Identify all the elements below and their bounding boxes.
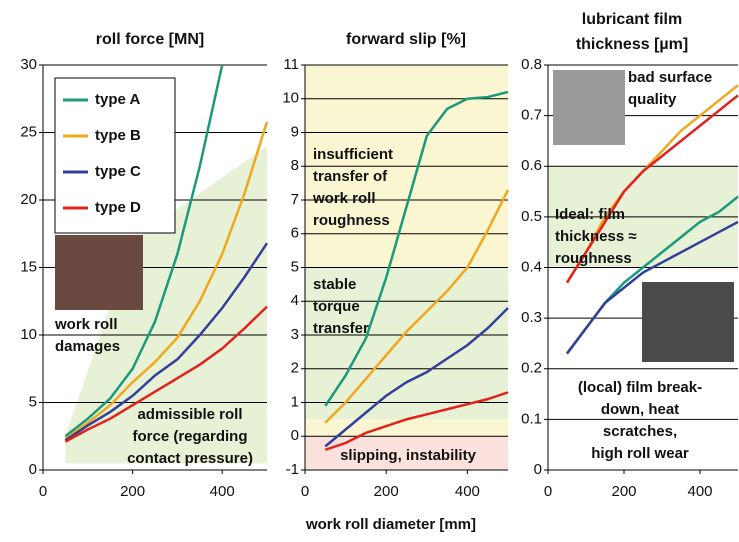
annotation: quality: [628, 91, 677, 108]
y-tick-label: 0.4: [521, 258, 542, 275]
y-tick-label: 2: [291, 360, 299, 377]
y-tick-label: 10: [20, 326, 37, 343]
y-tick-label: 4: [291, 292, 299, 309]
line-series: [324, 189, 510, 424]
y-tick-label: 0.3: [521, 309, 542, 326]
y-tick-label: 11: [283, 56, 299, 73]
x-tick-label: 0: [39, 483, 47, 500]
annotation: force (regarding: [132, 428, 247, 445]
annotation: admissible roll: [137, 406, 242, 423]
y-tick-label: 0: [291, 427, 299, 444]
line-series: [324, 307, 509, 448]
line-series: [324, 391, 509, 451]
line-series: [565, 94, 739, 284]
y-tick-label: 6: [291, 225, 299, 242]
y-tick-label: 0.6: [521, 157, 542, 174]
line-series: [64, 305, 268, 443]
annotation: down, heat: [601, 401, 679, 418]
annotation: work roll: [312, 190, 376, 207]
annotation: Ideal: film: [555, 206, 625, 223]
y-tick-label: 0.1: [521, 410, 542, 427]
line-series: [64, 64, 224, 438]
annotation: bad surface: [628, 69, 712, 86]
annotation: damages: [55, 338, 120, 355]
photo: [55, 235, 143, 310]
legend-label: type A: [95, 91, 140, 108]
x-axis-label: work roll diameter [mm]: [305, 516, 476, 533]
line-series: [64, 242, 269, 442]
line-series: [566, 220, 739, 355]
x-tick-label: 0: [301, 483, 309, 500]
x-tick-label: 200: [374, 483, 399, 500]
x-tick-label: 200: [120, 483, 145, 500]
line-series: [565, 84, 739, 284]
y-tick-label: 15: [20, 258, 37, 275]
line-series: [64, 121, 269, 440]
panel-title: lubricant film: [582, 11, 682, 28]
panel-title: forward slip [%]: [346, 31, 466, 48]
y-tick-label: 0.8: [521, 56, 542, 73]
y-tick-label: 9: [291, 123, 299, 140]
y-tick-label: 0: [534, 461, 542, 478]
annotation: scratches,: [603, 423, 677, 440]
annotation: insufficient: [313, 146, 393, 163]
annotation: slipping, instability: [340, 447, 477, 464]
y-tick-label: 25: [20, 123, 37, 140]
region: [65, 146, 268, 464]
panel-title: roll force [MN]: [96, 31, 204, 48]
y-tick-label: 10: [282, 90, 299, 107]
y-tick-label: 5: [29, 393, 37, 410]
x-tick-label: 400: [687, 483, 712, 500]
region: [305, 436, 508, 470]
x-tick-label: 0: [544, 483, 552, 500]
annotation: transfer of: [313, 168, 388, 185]
annotation: torque: [313, 298, 360, 315]
annotation: roughness: [555, 250, 632, 267]
region: [305, 267, 508, 420]
annotation: thickness ≈: [555, 228, 637, 245]
y-tick-label: 8: [291, 157, 299, 174]
annotation: roughness: [313, 212, 390, 229]
photo: [553, 70, 625, 145]
photo: [642, 282, 734, 362]
y-tick-label: 20: [20, 191, 37, 208]
y-tick-label: 0: [29, 461, 37, 478]
x-tick-label: 400: [210, 483, 235, 500]
legend-label: type C: [95, 163, 141, 180]
line-series: [324, 90, 509, 407]
x-tick-label: 400: [455, 483, 480, 500]
legend-label: type D: [95, 199, 141, 216]
y-tick-label: 0.2: [521, 360, 542, 377]
y-tick-label: 3: [291, 326, 299, 343]
y-tick-label: 7: [291, 191, 299, 208]
y-tick-label: 0.5: [521, 208, 542, 225]
annotation: transfer: [313, 320, 369, 337]
annotation: stable: [313, 276, 356, 293]
annotation: contact pressure): [127, 450, 253, 467]
annotation: high roll wear: [591, 445, 689, 462]
panel-title: thickness [µm]: [576, 36, 688, 53]
x-tick-label: 200: [611, 483, 636, 500]
y-tick-label: 30: [20, 56, 37, 73]
y-tick-label: -1: [286, 461, 299, 478]
legend-label: type B: [95, 127, 141, 144]
annotation: work roll: [54, 316, 118, 333]
y-tick-label: 1: [291, 393, 299, 410]
y-tick-label: 5: [291, 258, 299, 275]
y-tick-label: 0.7: [521, 107, 542, 124]
annotation: (local) film break-: [578, 379, 702, 396]
